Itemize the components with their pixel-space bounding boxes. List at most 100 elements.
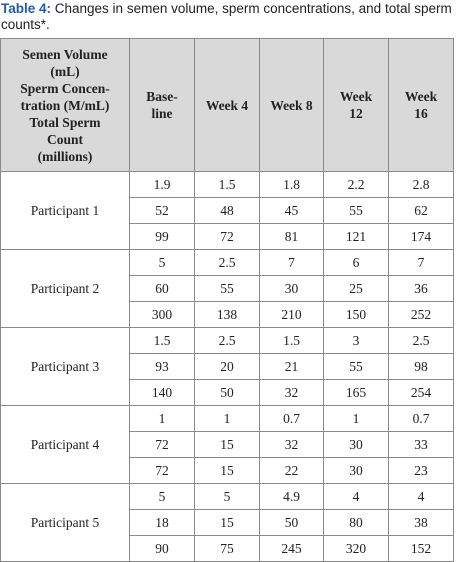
header-col-line: Week [404, 89, 438, 104]
header-col-line: line [151, 106, 173, 121]
table-cell: 2.5 [194, 249, 260, 276]
table-cell: 72 [129, 457, 195, 484]
header-first-col: Semen Volume (mL) Sperm Concen-tration (M/… [0, 38, 130, 172]
table-cell: 300 [129, 301, 195, 328]
table-cell: 2.5 [388, 327, 454, 354]
table-cell: 252 [388, 301, 454, 328]
table-cell: 72 [194, 223, 260, 250]
header-col-line: Week 8 [270, 97, 313, 113]
table-cell: 165 [323, 379, 389, 406]
table-cell: 5 [129, 483, 195, 510]
table-cell: 30 [323, 431, 389, 458]
table-cell: 254 [388, 379, 454, 406]
table-cell: 4 [323, 483, 389, 510]
header-col-line: 12 [349, 106, 363, 121]
table-cell: 15 [194, 431, 260, 458]
table-cell: 1.8 [259, 171, 324, 198]
table-cell: 5 [129, 249, 195, 276]
table-row: Participant 2 5 2.5 7 6 7 [0, 249, 454, 328]
header-first-col-line: tration (M/mL) [20, 97, 110, 113]
table-row: 93 20 21 55 98 [1, 353, 454, 380]
table-cell: 20 [194, 353, 260, 380]
table-cell: 1 [323, 405, 389, 432]
table-cell: 140 [129, 379, 195, 406]
table-cell: 121 [323, 223, 389, 250]
table-cell: 1.9 [129, 171, 195, 198]
table-cell: 2.5 [194, 327, 260, 354]
table-cell: 1.5 [129, 327, 195, 354]
table-cell: 1 [194, 405, 260, 432]
table-cell: 32 [259, 379, 324, 406]
table-cell: 4.9 [259, 483, 324, 510]
table-body: Participant 1 1.9 1.5 1.8 2.2 2.8 52 48 45 55 62 99… [0, 171, 454, 562]
table-cell: 98 [388, 353, 454, 380]
participant-label: Participant 4 [0, 405, 130, 484]
table-cell: 174 [388, 223, 454, 250]
table-cell: 81 [259, 223, 324, 250]
table-cell: 36 [388, 275, 454, 302]
table-cell: 55 [194, 275, 260, 302]
table-cell: 138 [194, 301, 260, 328]
table-cell: 1.5 [194, 171, 260, 198]
table-cell: 150 [323, 301, 389, 328]
table-cell: 50 [259, 509, 324, 536]
table-cell: 55 [323, 197, 389, 224]
table-cell: 7 [388, 249, 454, 276]
data-table: Semen Volume (mL) Sperm Concen-tration (M/… [0, 38, 454, 562]
header-first-col-line: (millions) [37, 148, 93, 164]
table-cell: 21 [259, 353, 324, 380]
header-week4: Week 4 [194, 38, 260, 172]
table-cell: 3 [323, 327, 389, 354]
table-cell: 0.7 [388, 405, 454, 432]
table-row: 99 72 81 121 174 [1, 223, 454, 250]
participant-label: Participant 2 [0, 249, 130, 328]
table-row: 60 55 30 25 36 [1, 275, 454, 302]
caption-text: Changes in semen volume, sperm concentra… [1, 1, 452, 32]
table-row: 300 138 210 150 252 [1, 301, 454, 328]
table-cell: 25 [323, 275, 389, 302]
participant-label: Participant 1 [0, 171, 130, 250]
table-cell: 15 [194, 509, 260, 536]
table-row: Participant 3 1.5 2.5 1.5 3 2.5 [0, 327, 454, 406]
table-cell: 50 [194, 379, 260, 406]
header-row: Semen Volume (mL) Sperm Concen-tration (M/… [0, 38, 454, 172]
table-cell: 93 [129, 353, 195, 380]
table-cell: 38 [388, 509, 454, 536]
table-cell: 0.7 [259, 405, 324, 432]
header-week8: Week 8 [259, 38, 324, 172]
table-cell: 2.8 [388, 171, 454, 198]
table-cell: 5 [194, 483, 260, 510]
header-first-col-line: Total Sperm [29, 114, 101, 130]
table-cell: 1 [129, 405, 195, 432]
table-cell: 99 [129, 223, 195, 250]
header-baseline: Base-line [129, 38, 195, 172]
header-first-col-line: (mL) [50, 63, 80, 79]
table-cell: 52 [129, 197, 195, 224]
header-week16: Week 16 [388, 38, 454, 172]
table-label: Table 4: [1, 1, 52, 16]
header-col-line: Week 4 [205, 97, 249, 113]
table-cell: 48 [194, 197, 260, 224]
table-cell: 80 [323, 509, 389, 536]
table-cell: 30 [259, 275, 324, 302]
table-cell: 6 [323, 249, 389, 276]
table-cell: 45 [259, 197, 324, 224]
table-cell: 2.2 [323, 171, 389, 198]
table-cell: 55 [323, 353, 389, 380]
table-row: Participant 5 5 5 4.9 4 4 [0, 483, 454, 562]
table-cell: 1.5 [259, 327, 324, 354]
table-cell: 33 [388, 431, 454, 458]
table-cell: 32 [259, 431, 324, 458]
participant-label: Participant 5 [0, 483, 130, 562]
table-row: Participant 1 1.9 1.5 1.8 2.2 2.8 [0, 171, 454, 250]
table-cell: 18 [129, 509, 195, 536]
header-first-col-line: Sperm Concen- [20, 80, 110, 96]
header-col-line: Week [339, 89, 373, 104]
table-row: 140 50 32 165 254 [1, 379, 454, 406]
table-cell: 72 [129, 431, 195, 458]
table-cell: 7 [259, 249, 324, 276]
header-first-col-line: Count [46, 131, 83, 147]
header-col-line: Base- [146, 89, 178, 104]
table-cell: 4 [388, 483, 454, 510]
table-row: 18 15 50 80 38 [1, 509, 454, 536]
